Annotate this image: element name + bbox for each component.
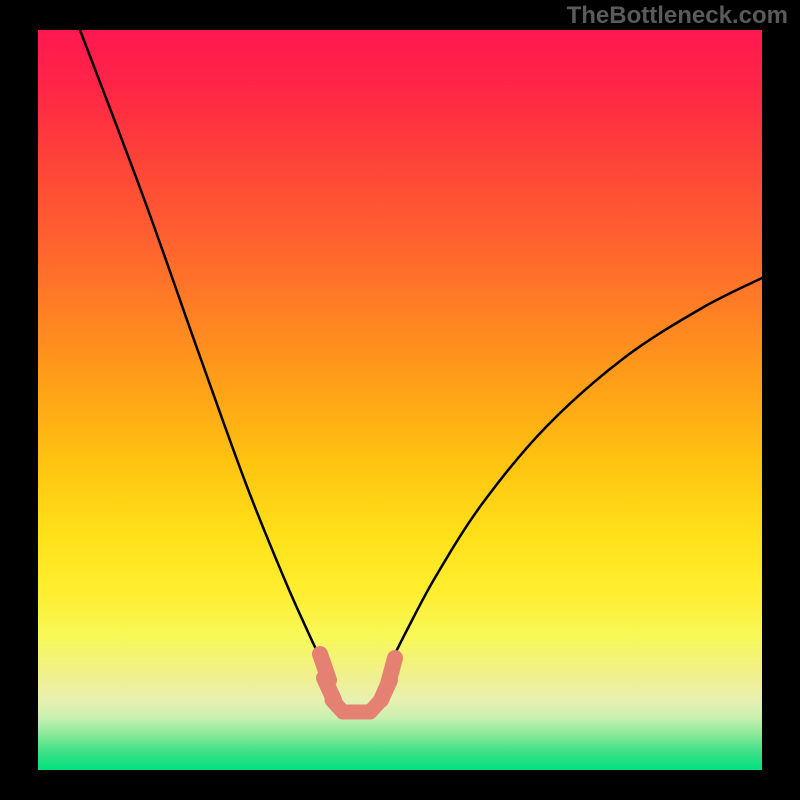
curve-layer — [0, 0, 800, 800]
chart-container: TheBottleneck.com — [0, 0, 800, 800]
left-curve — [80, 30, 324, 666]
watermark-text: TheBottleneck.com — [567, 2, 788, 30]
bottleneck-marker-seg-6 — [388, 658, 395, 684]
right-curve — [389, 278, 762, 666]
